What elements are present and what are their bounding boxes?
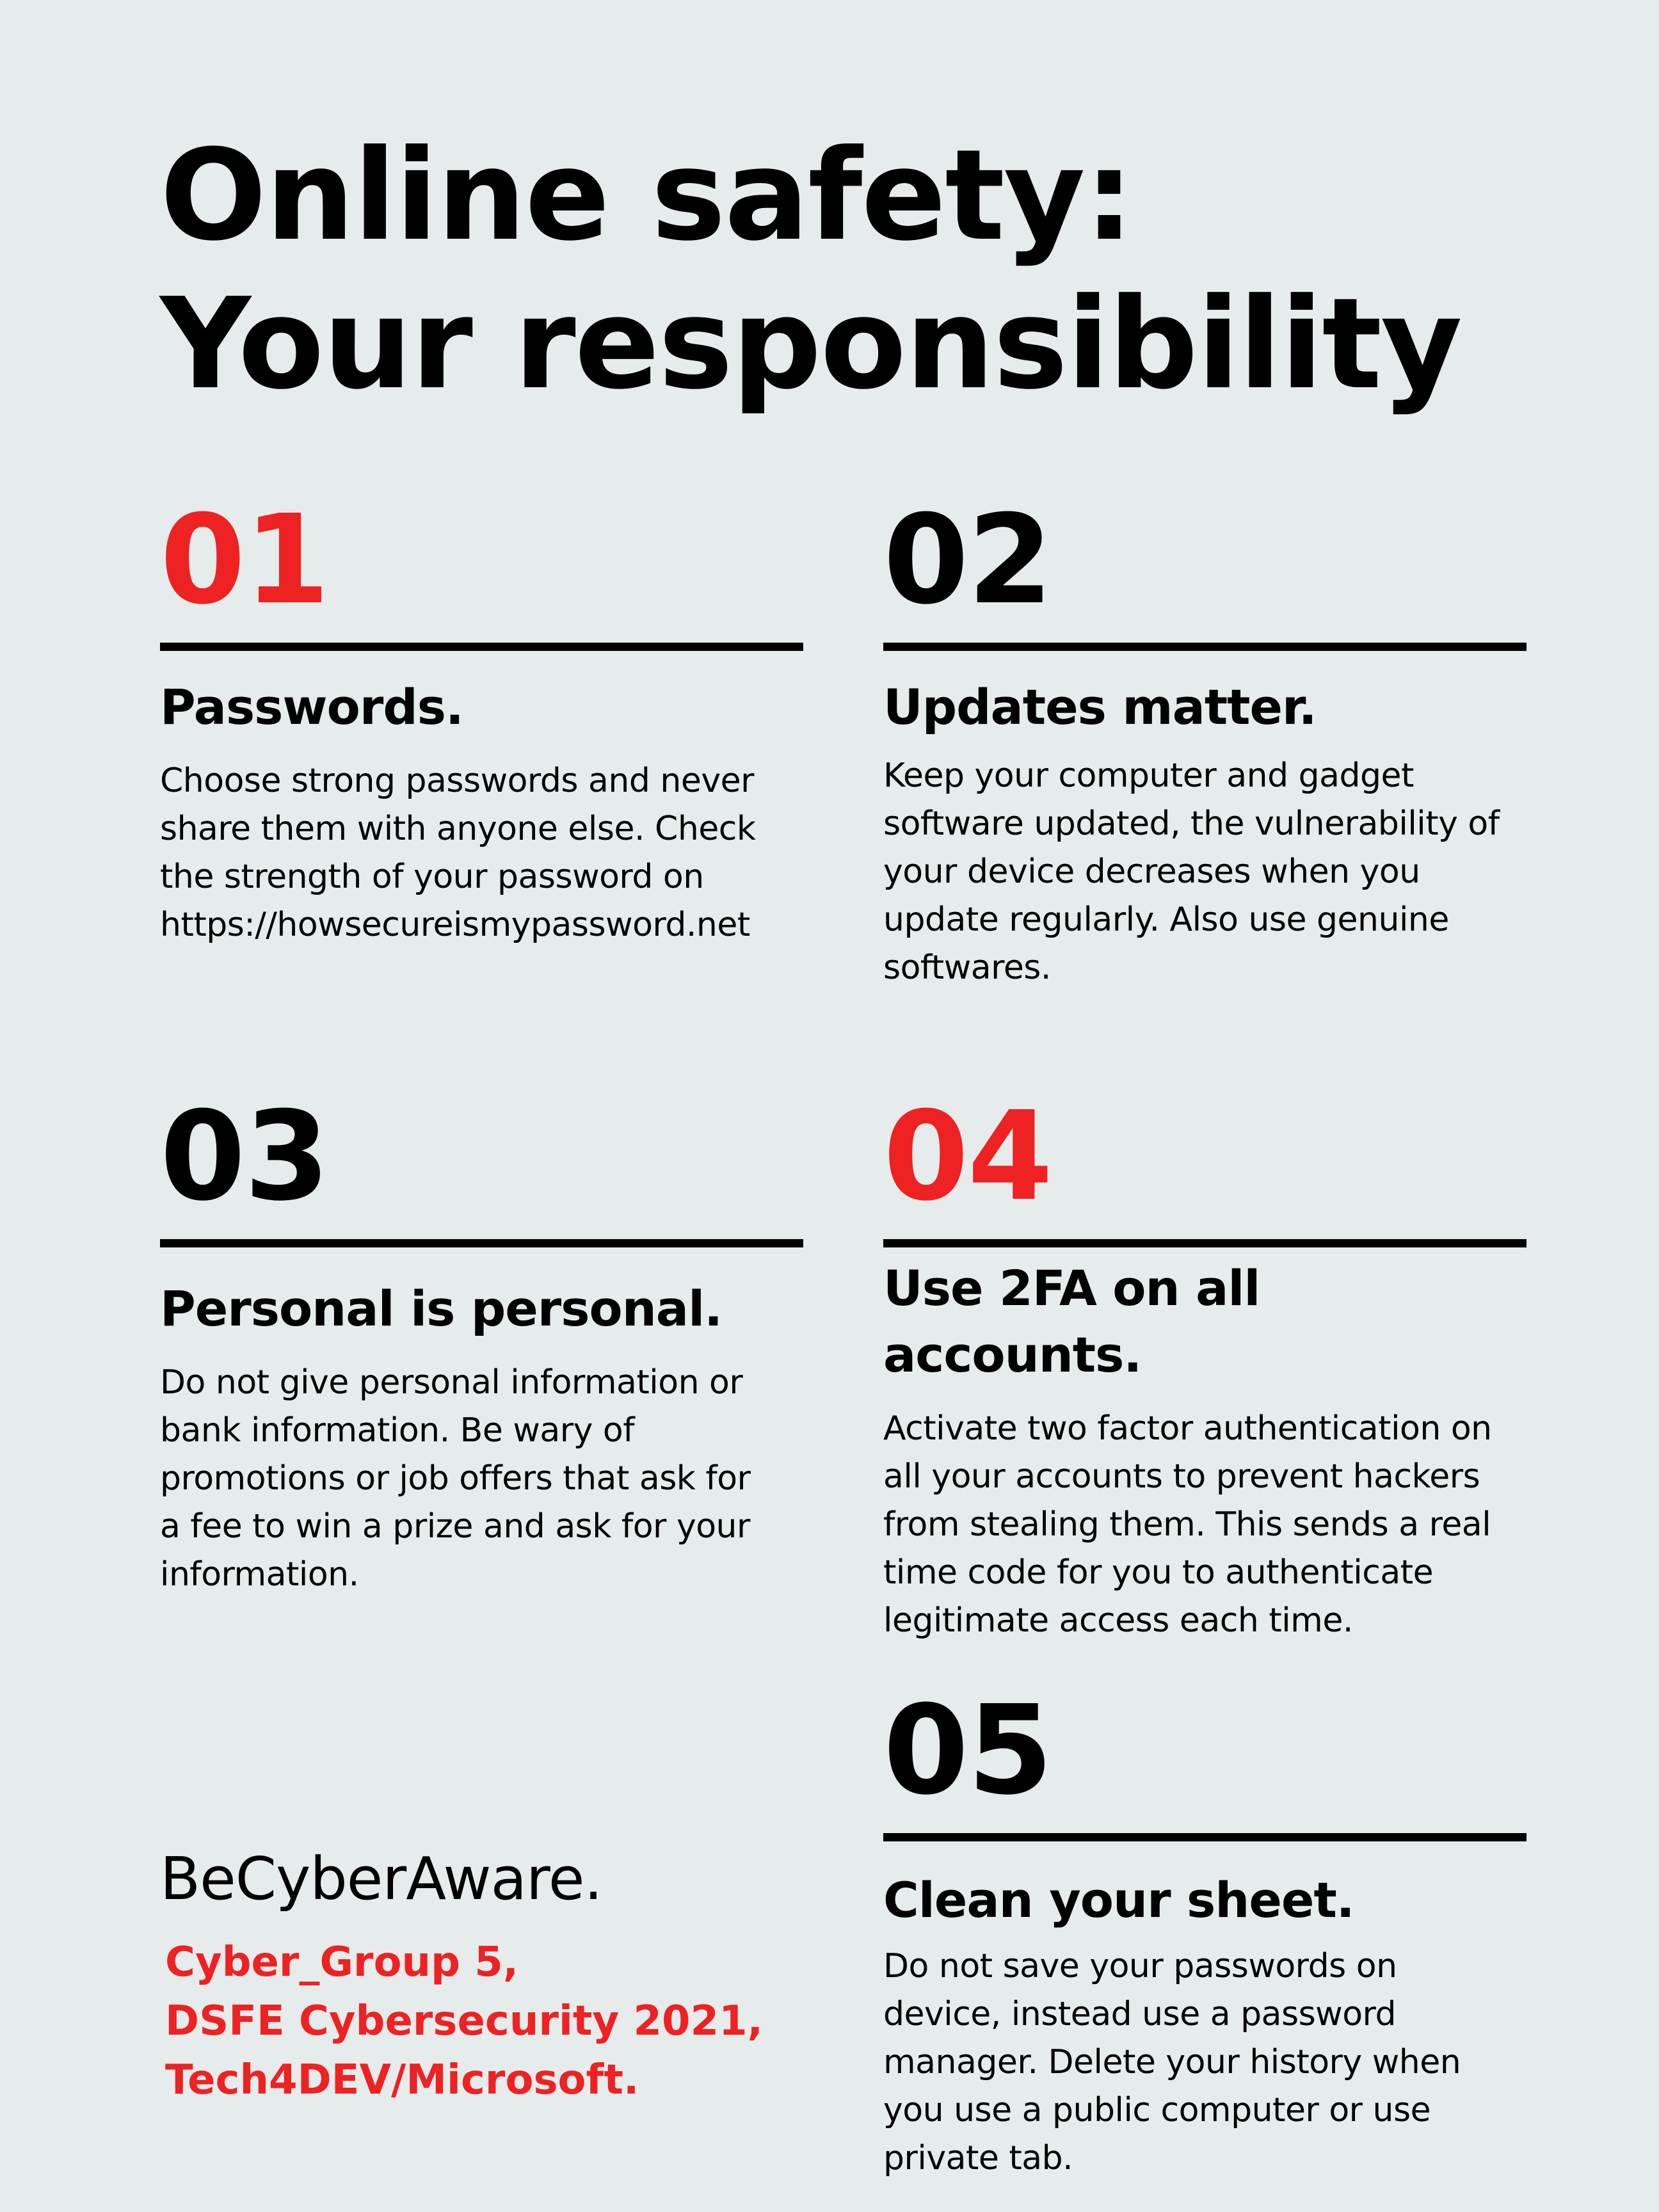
tip-clean-sheet: 05 Clean your sheet. Do not save your pa… — [883, 1690, 1527, 2183]
tip-body-line: manager. Delete your history when — [883, 2043, 1461, 2081]
tip-body-line: software updated, the vulnerability of — [883, 805, 1500, 843]
tip-personal: 03 Personal is personal. Do not give per… — [160, 1096, 803, 1599]
credits-line: Cyber_Group 5, — [165, 1939, 519, 1986]
tip-body-line: all your accounts to prevent hackers — [883, 1457, 1480, 1496]
tip-heading: Updates matter. — [883, 678, 1317, 735]
credits-line: DSFE Cybersecurity 2021, — [165, 1998, 763, 2045]
divider-rule — [883, 1833, 1527, 1841]
divider-rule — [160, 1239, 803, 1247]
tip-heading: Personal is personal. — [160, 1280, 723, 1337]
tip-heading: Use 2FA on all accounts. — [883, 1255, 1527, 1388]
tip-body-line: https://howsecureismypassword.net — [160, 906, 750, 944]
tip-body-line: the strength of your password on — [160, 858, 704, 896]
tip-body: Activate two factor authentication on al… — [883, 1405, 1527, 1645]
tip-body-line: from stealing them. This sends a real — [883, 1505, 1491, 1544]
tip-number: 01 — [160, 489, 330, 632]
tip-body-line: share them with anyone else. Check — [160, 810, 756, 848]
tip-number: 04 — [883, 1086, 1053, 1228]
tip-body: Keep your computer and gadget software u… — [883, 752, 1527, 992]
page-title: Online safety: Your responsibility — [160, 122, 1463, 419]
tip-body-line: device, instead use a password — [883, 1995, 1396, 2033]
tip-body-line: bank information. Be wary of — [160, 1411, 635, 1450]
tip-body-line: Do not give personal information or — [160, 1363, 743, 1402]
tip-number: 03 — [160, 1086, 330, 1228]
tip-number: 05 — [883, 1679, 1053, 1822]
tip-heading-line: Use 2FA on all — [883, 1260, 1260, 1317]
tip-body-line: Activate two factor authentication on — [883, 1409, 1492, 1448]
tip-body-line: softwares. — [883, 949, 1051, 987]
tip-body-line: legitimate access each time. — [883, 1601, 1353, 1640]
tip-number: 02 — [883, 489, 1053, 632]
tip-heading: Passwords. — [160, 678, 464, 735]
tip-body-line: Keep your computer and gadget — [883, 757, 1414, 795]
tip-body: Do not give personal information or bank… — [160, 1359, 803, 1599]
tip-2fa: 04 Use 2FA on all accounts. Activate two… — [883, 1096, 1527, 1645]
divider-rule — [160, 643, 803, 651]
tip-passwords: 01 Passwords. Choose strong passwords an… — [160, 499, 803, 949]
tip-body-line: private tab. — [883, 2139, 1073, 2177]
tip-body: Choose strong passwords and never share … — [160, 757, 803, 949]
tip-body-line: your device decreases when you — [883, 853, 1420, 891]
credits: Cyber_Group 5, DSFE Cybersecurity 2021, … — [165, 1933, 763, 2110]
tip-heading: Clean your sheet. — [883, 1871, 1355, 1928]
tip-heading-line: accounts. — [883, 1326, 1142, 1383]
credits-line: Tech4DEV/Microsoft. — [165, 2056, 639, 2104]
tip-body-line: you use a public computer or use — [883, 2091, 1431, 2129]
divider-rule — [883, 643, 1527, 651]
brand-slogan: BeCyberAware. — [160, 1845, 603, 1913]
tip-updates: 02 Updates matter. Keep your computer an… — [883, 499, 1527, 992]
tip-body-line: time code for you to authenticate — [883, 1553, 1434, 1592]
tip-body-line: Choose strong passwords and never — [160, 762, 754, 800]
tip-body-line: update regularly. Also use genuine — [883, 901, 1449, 939]
divider-rule — [883, 1239, 1527, 1247]
tip-body-line: a fee to win a prize and ask for your — [160, 1507, 750, 1546]
tip-body: Do not save your passwords on device, in… — [883, 1943, 1527, 2183]
title-line-1: Online safety: — [160, 123, 1134, 269]
tip-body-line: Do not save your passwords on — [883, 1947, 1397, 1985]
title-line-2: Your responsibility — [160, 271, 1463, 417]
tip-body-line: promotions or job offers that ask for — [160, 1459, 751, 1498]
tip-body-line: information. — [160, 1555, 359, 1594]
